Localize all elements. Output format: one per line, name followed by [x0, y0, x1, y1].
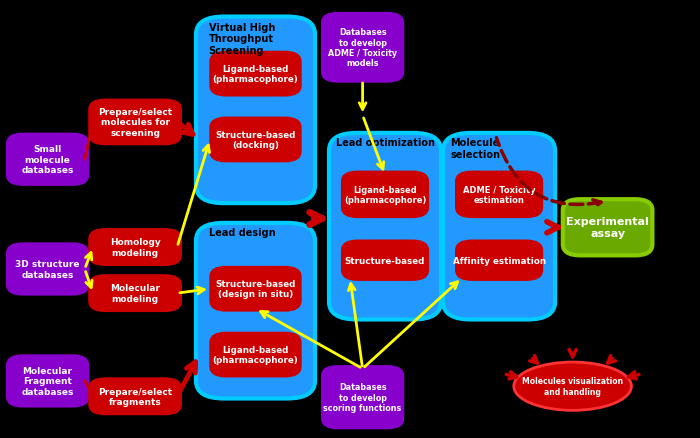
Text: Virtual High
Throughput
Screening: Virtual High Throughput Screening — [209, 23, 275, 56]
Text: 3D structure
databases: 3D structure databases — [15, 260, 80, 279]
Text: Structure-based: Structure-based — [345, 256, 425, 265]
FancyBboxPatch shape — [90, 379, 181, 414]
Text: Ligand-based
(pharmacophore): Ligand-based (pharmacophore) — [344, 185, 426, 205]
FancyBboxPatch shape — [211, 333, 300, 376]
Text: Homology
modeling: Homology modeling — [110, 238, 160, 257]
FancyBboxPatch shape — [90, 276, 181, 311]
Text: Databases
to develop
scoring functions: Databases to develop scoring functions — [323, 382, 402, 412]
FancyBboxPatch shape — [329, 134, 441, 320]
Text: Databases
to develop
ADME / Toxicity
models: Databases to develop ADME / Toxicity mod… — [328, 28, 397, 68]
FancyBboxPatch shape — [8, 244, 88, 294]
FancyBboxPatch shape — [443, 134, 555, 320]
FancyBboxPatch shape — [90, 101, 181, 145]
FancyBboxPatch shape — [211, 53, 300, 96]
Text: Structure-based
(design in situ): Structure-based (design in situ) — [216, 279, 295, 299]
Text: Molecular
Fragment
databases: Molecular Fragment databases — [22, 366, 74, 396]
FancyBboxPatch shape — [322, 367, 403, 428]
Text: Experimental
assay: Experimental assay — [566, 217, 649, 239]
FancyBboxPatch shape — [456, 241, 542, 280]
Text: ADME / Toxicity
estimation: ADME / Toxicity estimation — [463, 185, 536, 205]
Text: Molecule
selection: Molecule selection — [450, 138, 500, 159]
Text: Molecules visualization
and handling: Molecules visualization and handling — [522, 377, 623, 396]
FancyBboxPatch shape — [196, 223, 315, 399]
Text: Small
molecule
databases: Small molecule databases — [22, 145, 74, 175]
FancyBboxPatch shape — [322, 14, 403, 82]
FancyBboxPatch shape — [8, 135, 88, 185]
Text: Molecular
modeling: Molecular modeling — [110, 284, 160, 303]
Text: Ligand-based
(pharmacophore): Ligand-based (pharmacophore) — [213, 65, 298, 84]
Text: Lead design: Lead design — [209, 228, 275, 238]
Text: Structure-based
(docking): Structure-based (docking) — [216, 131, 295, 150]
Text: Affinity estimation: Affinity estimation — [452, 256, 546, 265]
Ellipse shape — [514, 362, 631, 410]
Text: Lead optimization: Lead optimization — [336, 138, 435, 148]
FancyBboxPatch shape — [211, 119, 300, 162]
FancyBboxPatch shape — [90, 230, 181, 265]
FancyBboxPatch shape — [342, 173, 428, 217]
Text: Prepare/select
molecules for
screening: Prepare/select molecules for screening — [98, 108, 172, 138]
Text: Ligand-based
(pharmacophore): Ligand-based (pharmacophore) — [213, 345, 298, 364]
FancyBboxPatch shape — [456, 173, 542, 217]
FancyBboxPatch shape — [563, 200, 652, 256]
FancyBboxPatch shape — [342, 241, 428, 280]
Text: Prepare/select
fragments: Prepare/select fragments — [98, 387, 172, 406]
FancyBboxPatch shape — [196, 18, 315, 204]
FancyBboxPatch shape — [8, 356, 88, 406]
FancyBboxPatch shape — [211, 268, 300, 311]
